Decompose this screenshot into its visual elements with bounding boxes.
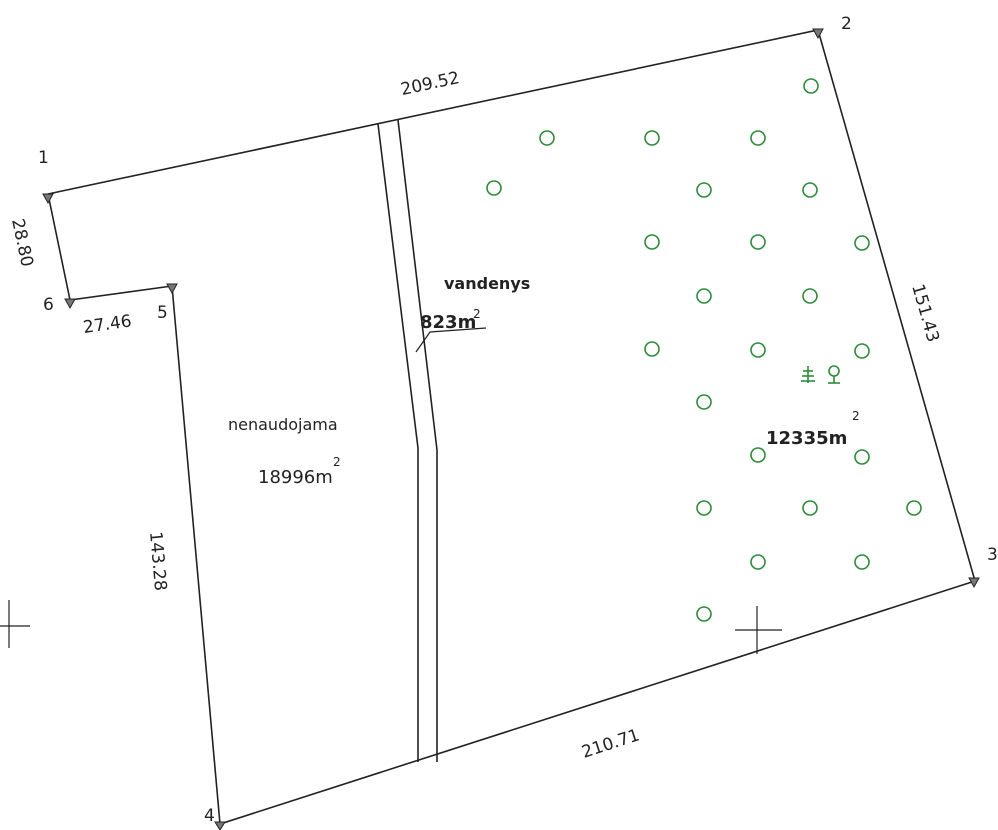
dimension-5-6: 27.46: [82, 311, 133, 338]
tree-circle-24: [696, 606, 712, 622]
grid-cross-left: [0, 600, 30, 648]
tree-circle-7: [802, 182, 818, 198]
tree-circle-16: [696, 394, 712, 410]
area-right-sup: 2: [852, 409, 860, 423]
dimension-3-4: 210.71: [579, 725, 642, 762]
point-label-4: 4: [204, 806, 215, 826]
tree-circle-3: [644, 130, 660, 146]
tree-circle-1: [803, 78, 819, 94]
tree-symbol-icons: [801, 365, 840, 384]
tree-circle-5: [486, 180, 502, 196]
parcel-boundary: [47, 29, 976, 826]
point-label-3: 3: [987, 545, 998, 565]
dimension-4-5: 143.28: [145, 531, 170, 592]
tree-circle-4: [750, 130, 766, 146]
point-label-5: 5: [157, 303, 168, 323]
stream-left-bank: [377, 123, 419, 762]
point-marker-4: [214, 821, 226, 830]
point-label-6: 6: [43, 295, 54, 315]
deciduous-icon: [828, 365, 840, 384]
dimension-1-2: 209.52: [399, 68, 461, 100]
stream-name: vandenys: [444, 274, 530, 293]
dimension-2-3: 151.43: [907, 282, 943, 345]
grid-cross-bottom: [735, 606, 782, 654]
tree-circle-14: [750, 342, 766, 358]
tree-circle-11: [696, 288, 712, 304]
tree-circle-22: [750, 554, 766, 570]
tree-circle-2: [539, 130, 555, 146]
stream-area-value: 823m: [420, 312, 476, 333]
point-label-1: 1: [38, 148, 49, 168]
point-marker-2: [812, 28, 824, 40]
tree-circle-8: [644, 234, 660, 250]
stream-area-sup: 2: [473, 307, 481, 321]
tree-circle-17: [750, 447, 766, 463]
tree-circle-12: [802, 288, 818, 304]
tree-circle-13: [644, 341, 660, 357]
dimension-6-1: 28.80: [7, 217, 37, 269]
point-label-2: 2: [841, 14, 852, 34]
tree-circle-15: [854, 343, 870, 359]
tree-circle-18: [854, 449, 870, 465]
conifer-icon: [801, 366, 815, 383]
stream-right-bank: [397, 119, 438, 762]
tree-circle-20: [802, 500, 818, 516]
tree-circle-19: [696, 500, 712, 516]
area-left-sup: 2: [333, 455, 341, 469]
tree-circle-21: [906, 500, 922, 516]
point-marker-1: [42, 193, 54, 205]
point-marker-6: [64, 298, 76, 310]
point-marker-5: [166, 283, 178, 295]
area-right-value: 12335m: [766, 428, 847, 449]
area-left-name: nenaudojama: [228, 415, 338, 434]
tree-circle-6: [696, 182, 712, 198]
tree-circle-9: [750, 234, 766, 250]
stream-area-leader: [415, 327, 487, 353]
tree-circle-10: [854, 235, 870, 251]
area-left-value: 18996m: [258, 467, 333, 488]
point-marker-3: [968, 577, 980, 589]
tree-layer: [486, 78, 922, 622]
tree-circle-23: [854, 554, 870, 570]
